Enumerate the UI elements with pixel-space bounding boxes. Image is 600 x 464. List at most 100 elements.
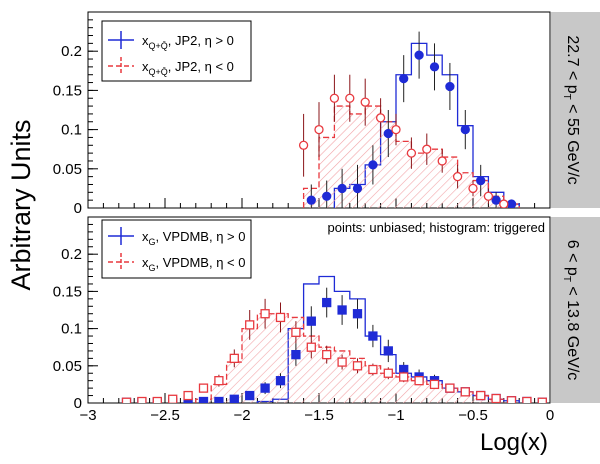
top-point-eta-neg: [452, 171, 463, 182]
bottom-point-eta-pos: [368, 331, 378, 341]
top-point-eta-pos: [460, 124, 470, 135]
xtick-label: −0.5: [458, 407, 488, 424]
top-point-eta-neg: [345, 93, 355, 103]
xtick-label: −1: [387, 407, 404, 424]
top-point-eta-pos: [383, 128, 393, 139]
bottom-point-eta-neg: [445, 383, 455, 393]
top-ytick-label: 0.2: [61, 43, 82, 60]
top-point-eta-pos: [368, 160, 378, 170]
bottom-point-eta-pos: [291, 349, 301, 360]
top-point-eta-pos: [429, 62, 440, 72]
top-point-eta-neg: [468, 183, 478, 194]
top-point-eta-neg: [360, 97, 370, 107]
bottom-point-eta-neg: [414, 376, 424, 386]
top-point-eta-pos: [306, 195, 316, 205]
bottom-point-eta-neg: [368, 364, 378, 375]
bottom-ytick-label: 0.1: [61, 321, 82, 338]
xtick-label: −3: [79, 407, 96, 424]
bottom-point-eta-neg: [260, 309, 270, 319]
bottom-point-eta-pos: [275, 376, 286, 386]
x-axis-label: Log(x): [480, 429, 548, 456]
bottom-point-eta-neg: [152, 396, 162, 403]
top-point-eta-neg: [437, 156, 447, 166]
top-point-eta-neg: [422, 144, 432, 154]
top-point-eta-neg: [499, 199, 509, 208]
xtick-label: −2: [233, 407, 250, 424]
bottom-point-eta-neg: [306, 342, 316, 352]
top-ytick-label: 0: [74, 200, 82, 217]
top-point-eta-pos: [322, 191, 332, 201]
bottom-point-eta-neg: [168, 394, 178, 403]
bottom-point-eta-neg: [337, 357, 347, 367]
bottom-marks: [121, 275, 547, 403]
bottom-point-eta-pos: [214, 396, 224, 403]
bottom-legend: xG, VPDMB, η > 0 xG, VPDMB, η < 0: [101, 219, 252, 279]
points-histogram-note: points: unbiased; histogram: triggered: [327, 220, 545, 235]
bottom-histogram-eta-neg: [195, 313, 505, 403]
bottom-legend-box: [101, 219, 252, 279]
top-point-eta-neg: [314, 124, 324, 135]
xtick-label: 0: [546, 407, 554, 424]
bottom-ytick-label: 0.05: [53, 358, 82, 375]
bottom-panel: 6 < pT < 13.8 GeV/c 0 0.05 0.1 0.15 0.2 −3 −2…: [53, 216, 600, 424]
bottom-ytick-label: 0.15: [53, 283, 82, 300]
bottom-point-eta-pos: [198, 396, 209, 403]
top-point-eta-pos: [476, 175, 486, 186]
top-ytick-label: 0.15: [53, 82, 82, 99]
top-panel: 22.7 < pT < 55 GeV/c 0 0.05 0.1 0.15 0.2 xQ+…: [53, 11, 600, 217]
top-point-eta-pos: [506, 199, 517, 208]
bottom-point-eta-neg: [198, 383, 209, 393]
bottom-strip-label: 6 < pT < 13.8 GeV/c: [561, 240, 581, 380]
bottom-y-ticks: 0 0.05 0.1 0.15 0.2: [53, 216, 98, 412]
xtick-label: −2.5: [150, 407, 180, 424]
bottom-point-eta-pos: [229, 394, 239, 403]
top-ytick-label: 0.1: [61, 122, 82, 139]
top-point-eta-pos: [352, 183, 363, 194]
legend-entry-bottom-eta-neg: xG, VPDMB, η < 0: [108, 253, 245, 273]
bottom-point-eta-pos: [322, 297, 332, 308]
bottom-point-eta-neg: [522, 396, 532, 403]
legend-entry-bottom-eta-pos: xG, VPDMB, η > 0: [108, 227, 245, 247]
top-point-eta-neg: [406, 148, 417, 158]
bottom-point-eta-neg: [137, 396, 147, 403]
bottom-point-eta-neg: [460, 387, 470, 397]
xtick-label: −1.5: [304, 407, 334, 424]
top-point-eta-neg: [329, 93, 340, 103]
top-strip: [551, 12, 600, 208]
top-marks: [298, 31, 520, 208]
top-point-eta-neg: [483, 191, 494, 201]
bottom-point-eta-pos: [306, 316, 316, 326]
bottom-point-eta-neg: [383, 368, 393, 378]
top-point-eta-pos: [414, 50, 424, 60]
bottom-strip: [551, 217, 600, 403]
top-point-eta-neg: [391, 124, 401, 135]
top-point-eta-neg: [298, 140, 309, 150]
bottom-ytick-label: 0.2: [61, 246, 82, 263]
bottom-point-eta-neg: [121, 397, 132, 403]
bottom-point-eta-neg: [429, 379, 440, 390]
svg-text:xG, VPDMB, η > 0: xG, VPDMB, η > 0: [142, 229, 245, 247]
top-point-eta-neg: [375, 113, 386, 123]
bottom-point-eta-neg: [476, 390, 486, 401]
top-point-eta-pos: [445, 81, 455, 92]
top-ytick-label: 0.05: [53, 161, 82, 178]
bottom-point-eta-pos: [383, 346, 393, 356]
top-legend-box: [101, 20, 252, 82]
bottom-point-eta-pos: [260, 383, 270, 393]
bottom-point-eta-neg: [506, 396, 517, 403]
bottom-point-eta-neg: [275, 312, 286, 323]
bottom-point-eta-neg: [229, 353, 239, 364]
bottom-point-eta-neg: [399, 372, 409, 382]
bottom-point-eta-neg: [322, 349, 332, 360]
top-point-eta-pos: [399, 73, 409, 84]
bottom-ytick-label: 0: [74, 395, 82, 412]
bottom-point-eta-pos: [337, 305, 347, 315]
bottom-point-eta-neg: [352, 361, 363, 371]
bottom-point-eta-neg: [214, 376, 224, 386]
bottom-point-eta-neg: [245, 320, 255, 330]
top-strip-label: 22.7 < pT < 55 GeV/c: [561, 35, 581, 184]
top-legend: xQ+Q̄, JP2, η > 0 xQ+Q̄, JP2, η < 0: [101, 20, 252, 82]
bottom-point-eta-pos: [352, 309, 363, 319]
top-point-eta-pos: [491, 195, 501, 205]
